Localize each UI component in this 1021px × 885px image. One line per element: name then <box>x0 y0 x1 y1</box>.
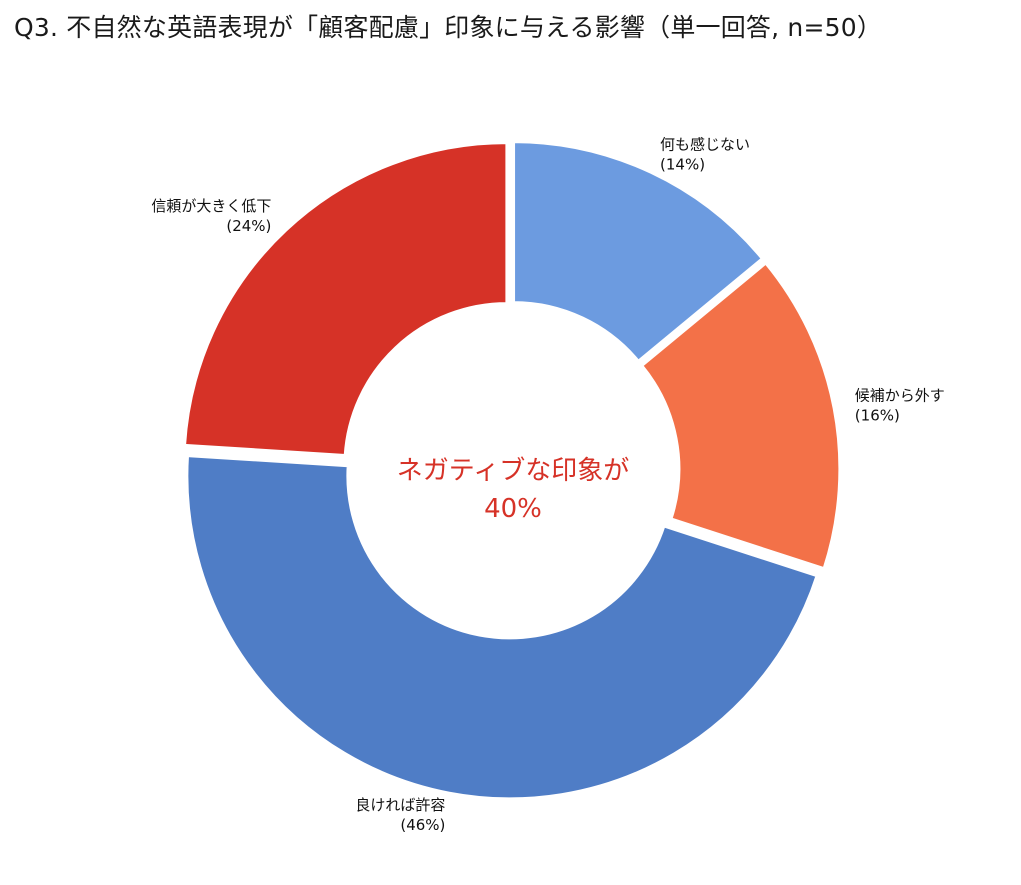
slice-value-label-3: (46%) <box>400 816 445 834</box>
chart-title: Q3. 不自然な英語表現が「顧客配慮」印象に与える影響（単一回答, n=50） <box>14 13 883 42</box>
center-annotation-line2: 40% <box>484 494 542 524</box>
slice-value-label-2: (16%) <box>855 406 900 424</box>
slice-label-2: 候補から外す <box>855 386 945 404</box>
slice-labels: 何も感じない (14%) 候補から外す (16%) 良ければ許容 (46%) 信頼が大きく低… <box>151 135 944 833</box>
donut-slices <box>182 140 842 801</box>
slice-label-1: 何も感じない <box>660 135 750 153</box>
slice-label-3: 良ければ許容 <box>355 796 445 814</box>
donut-slice-1 <box>512 140 765 364</box>
slice-label-4: 信頼が大きく低下 <box>151 197 271 215</box>
donut-slice-4 <box>182 141 509 458</box>
slice-value-label-4: (24%) <box>226 217 271 235</box>
donut-slice-2 <box>639 260 842 571</box>
center-annotation-line1: ネガティブな印象が <box>397 456 629 486</box>
donut-slice-3 <box>185 454 819 801</box>
slice-value-label-1: (14%) <box>660 155 705 173</box>
